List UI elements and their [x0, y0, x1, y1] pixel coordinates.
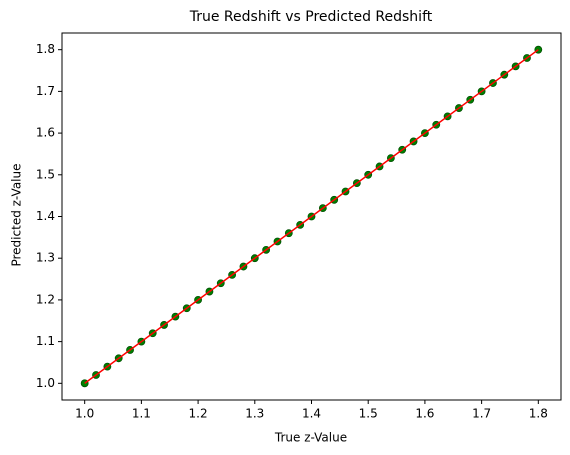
y-axis-label: Predicted z-Value	[10, 163, 24, 266]
y-tick-label: 1.7	[36, 84, 55, 98]
x-tick-label: 1.6	[415, 407, 434, 421]
x-tick-label: 1.8	[529, 407, 548, 421]
y-tick-label: 1.1	[36, 334, 55, 348]
chart-title: True Redshift vs Predicted Redshift	[189, 9, 433, 25]
y-tick-label: 1.6	[36, 126, 55, 140]
line	[84, 49, 539, 384]
y-tick-label: 1.5	[36, 167, 55, 181]
y-tick-label: 1.8	[36, 42, 55, 56]
x-tick-label: 1.0	[75, 407, 94, 421]
x-tick-label: 1.4	[302, 407, 321, 421]
y-tick-label: 1.3	[36, 251, 55, 265]
x-tick-label: 1.3	[245, 407, 264, 421]
y-tick-label: 1.4	[36, 209, 55, 223]
x-tick-label: 1.2	[189, 407, 208, 421]
x-axis-label: True z-Value	[274, 431, 347, 445]
y-tick-label: 1.0	[36, 376, 55, 390]
plot-frame	[61, 32, 562, 401]
x-tick-label: 1.5	[359, 407, 378, 421]
x-tick-label: 1.1	[132, 407, 151, 421]
y-tick-label: 1.2	[36, 292, 55, 306]
x-tick-label: 1.7	[472, 407, 491, 421]
